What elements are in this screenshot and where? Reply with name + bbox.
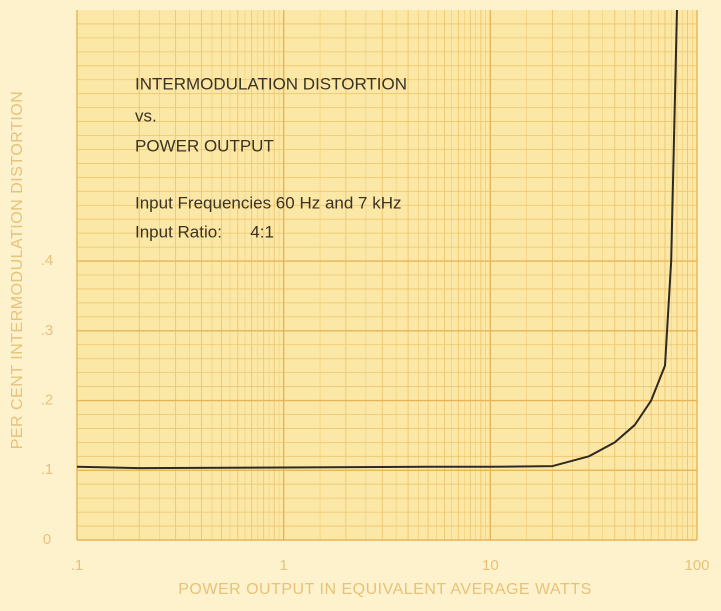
y-tick-label: .1 [41, 461, 54, 478]
annotation: vs. [135, 106, 157, 125]
x-tick-label: 100 [684, 557, 709, 574]
annotation: POWER OUTPUT [135, 136, 274, 155]
data-line [76, 9, 678, 470]
annotation: Input Frequencies 60 Hz and 7 kHz [135, 193, 401, 212]
y-tick-label: .3 [41, 322, 54, 339]
annotation: INTERMODULATION DISTORTION [135, 74, 407, 93]
x-tick-label: 1 [279, 557, 287, 574]
x-tick-label: 10 [482, 557, 499, 574]
annotation: Input Ratio: 4:1 [135, 222, 274, 241]
y-tick-label: .4 [41, 252, 54, 269]
x-axis-label: POWER OUTPUT IN EQUIVALENT AVERAGE WATTS [178, 581, 592, 598]
grid [76, 10, 698, 541]
y-axis-label: PER CENT INTERMODULATION DISTORTION [9, 91, 26, 450]
x-tick-label: .1 [71, 557, 84, 574]
y-tick-label: 0 [43, 531, 51, 548]
y-tick-label: .2 [41, 391, 54, 408]
